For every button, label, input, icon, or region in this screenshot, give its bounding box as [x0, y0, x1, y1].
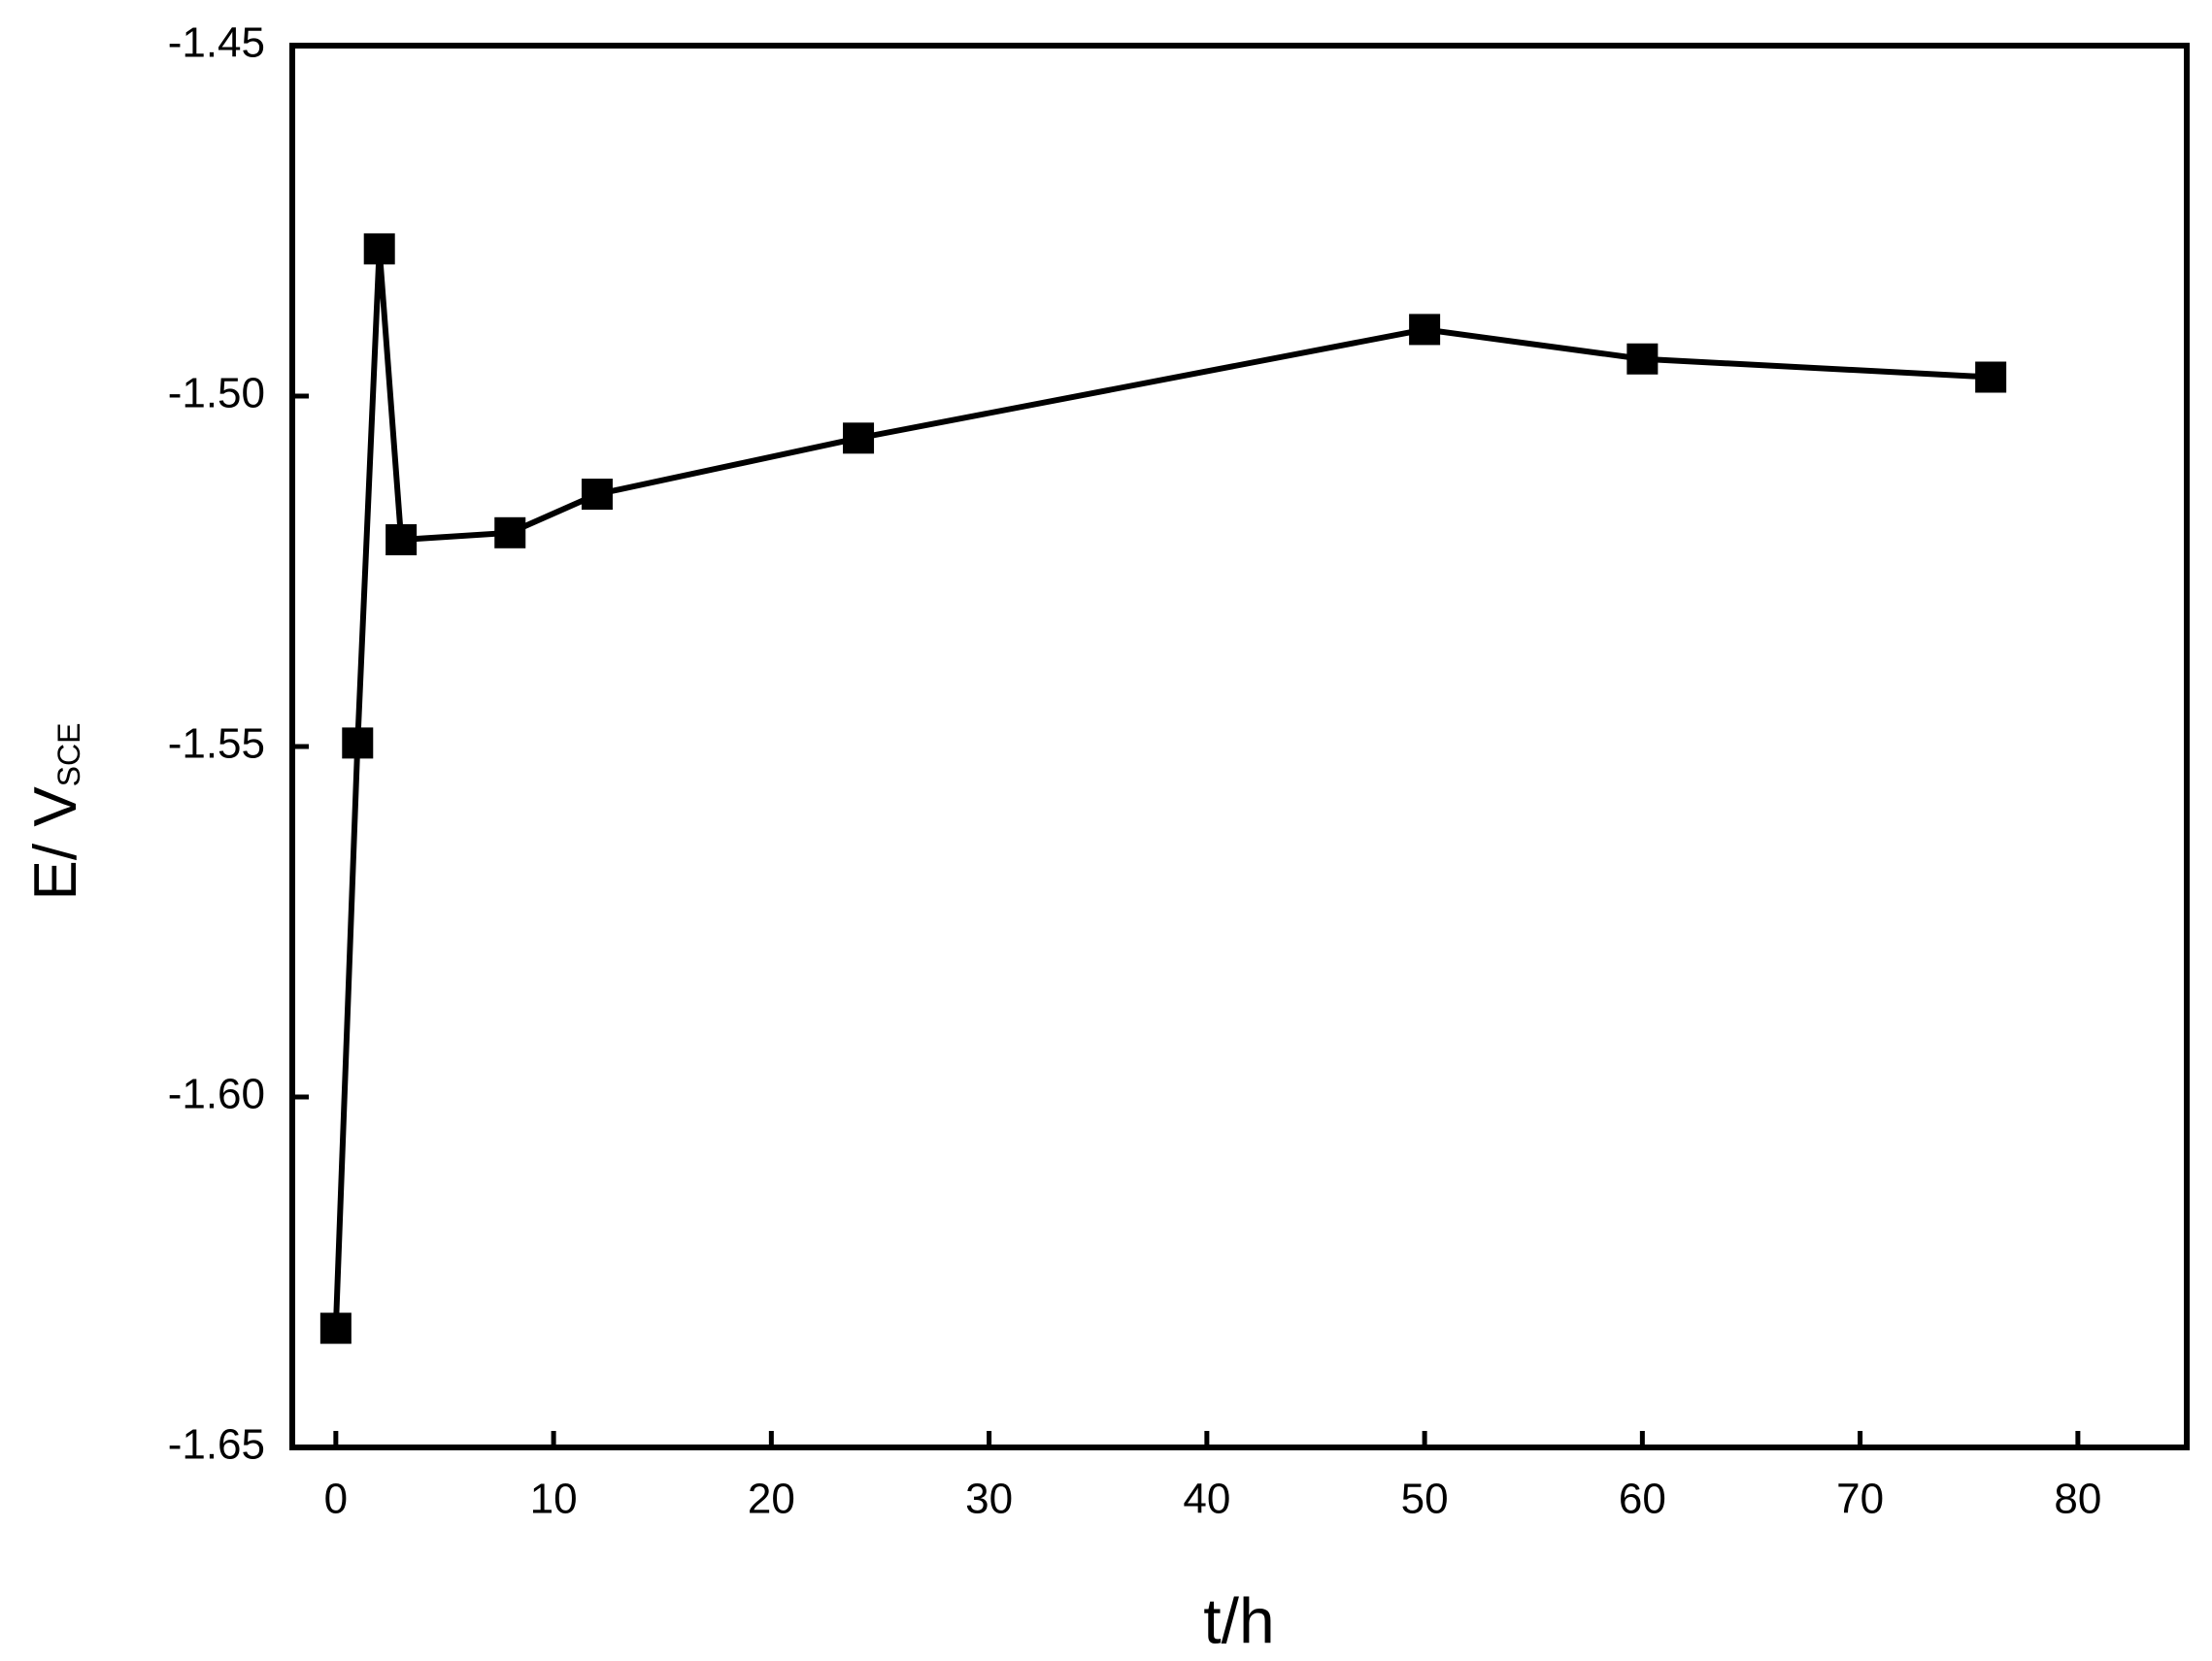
data-marker — [319, 1312, 352, 1345]
data-marker — [843, 422, 875, 454]
data-marker — [1626, 343, 1659, 375]
x-tick-label: 50 — [1401, 1476, 1449, 1523]
x-tick-label: 20 — [748, 1476, 795, 1523]
y-axis-label-main: E/ V — [22, 786, 89, 901]
y-tick-label: -1.55 — [168, 720, 265, 768]
data-marker — [363, 233, 395, 265]
x-tick-label: 60 — [1619, 1476, 1666, 1523]
y-axis-label: E/ VSCE — [22, 723, 89, 901]
data-marker — [1975, 361, 2007, 393]
y-tick-label: -1.65 — [168, 1421, 265, 1469]
x-tick-label: 10 — [530, 1476, 578, 1523]
y-tick-label: -1.60 — [168, 1071, 265, 1118]
data-line — [332, 246, 1992, 1329]
plot-frame — [289, 43, 2190, 1450]
x-axis-label: t/h — [1203, 1584, 1274, 1656]
x-tick-label: 30 — [965, 1476, 1013, 1523]
data-marker — [581, 479, 613, 511]
data-marker — [342, 727, 374, 759]
x-tick-label: 80 — [2054, 1476, 2101, 1523]
x-tick-label: 40 — [1183, 1476, 1230, 1523]
y-axis-label-subscript: SCE — [51, 723, 86, 787]
x-tick-label: 0 — [324, 1476, 348, 1523]
data-marker — [385, 524, 418, 556]
data-marker — [1409, 314, 1441, 346]
y-tick-label: -1.50 — [168, 370, 265, 417]
y-tick-label: -1.45 — [168, 19, 265, 67]
x-tick-label: 70 — [1836, 1476, 1884, 1523]
data-marker — [494, 516, 526, 548]
